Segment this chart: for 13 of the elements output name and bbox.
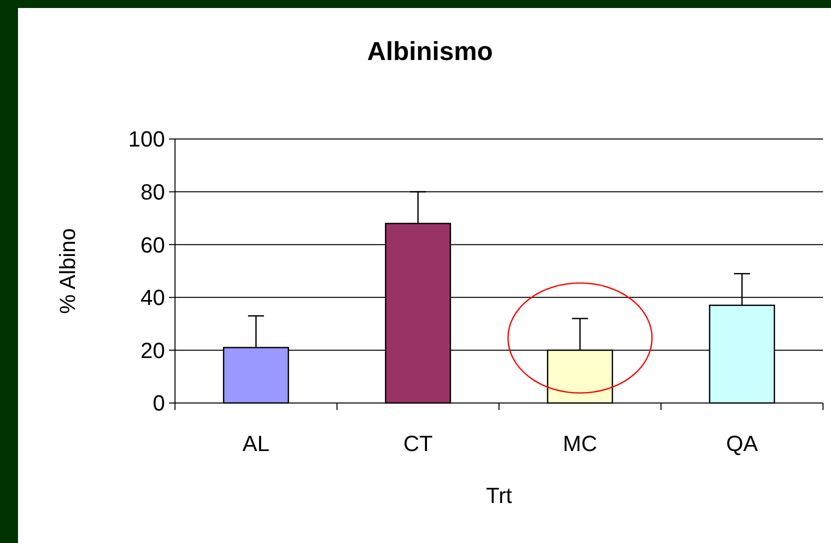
x-tick-label: QA — [726, 431, 758, 456]
y-tick-label: 0 — [152, 390, 165, 416]
x-axis-title: Trt — [486, 483, 512, 508]
y-tick-label: 80 — [140, 180, 165, 204]
x-tick-label: AL — [242, 431, 270, 456]
y-tick-label: 100 — [128, 126, 165, 152]
x-tick-label: CT — [403, 431, 433, 456]
y-tick-label: 20 — [140, 338, 165, 363]
chart-title: Albinismo — [367, 36, 493, 66]
x-tick-label: MC — [562, 431, 598, 456]
y-tick-label: 40 — [140, 285, 165, 310]
y-tick-label: 60 — [140, 232, 165, 258]
y-axis-title: % Albino — [55, 228, 80, 314]
